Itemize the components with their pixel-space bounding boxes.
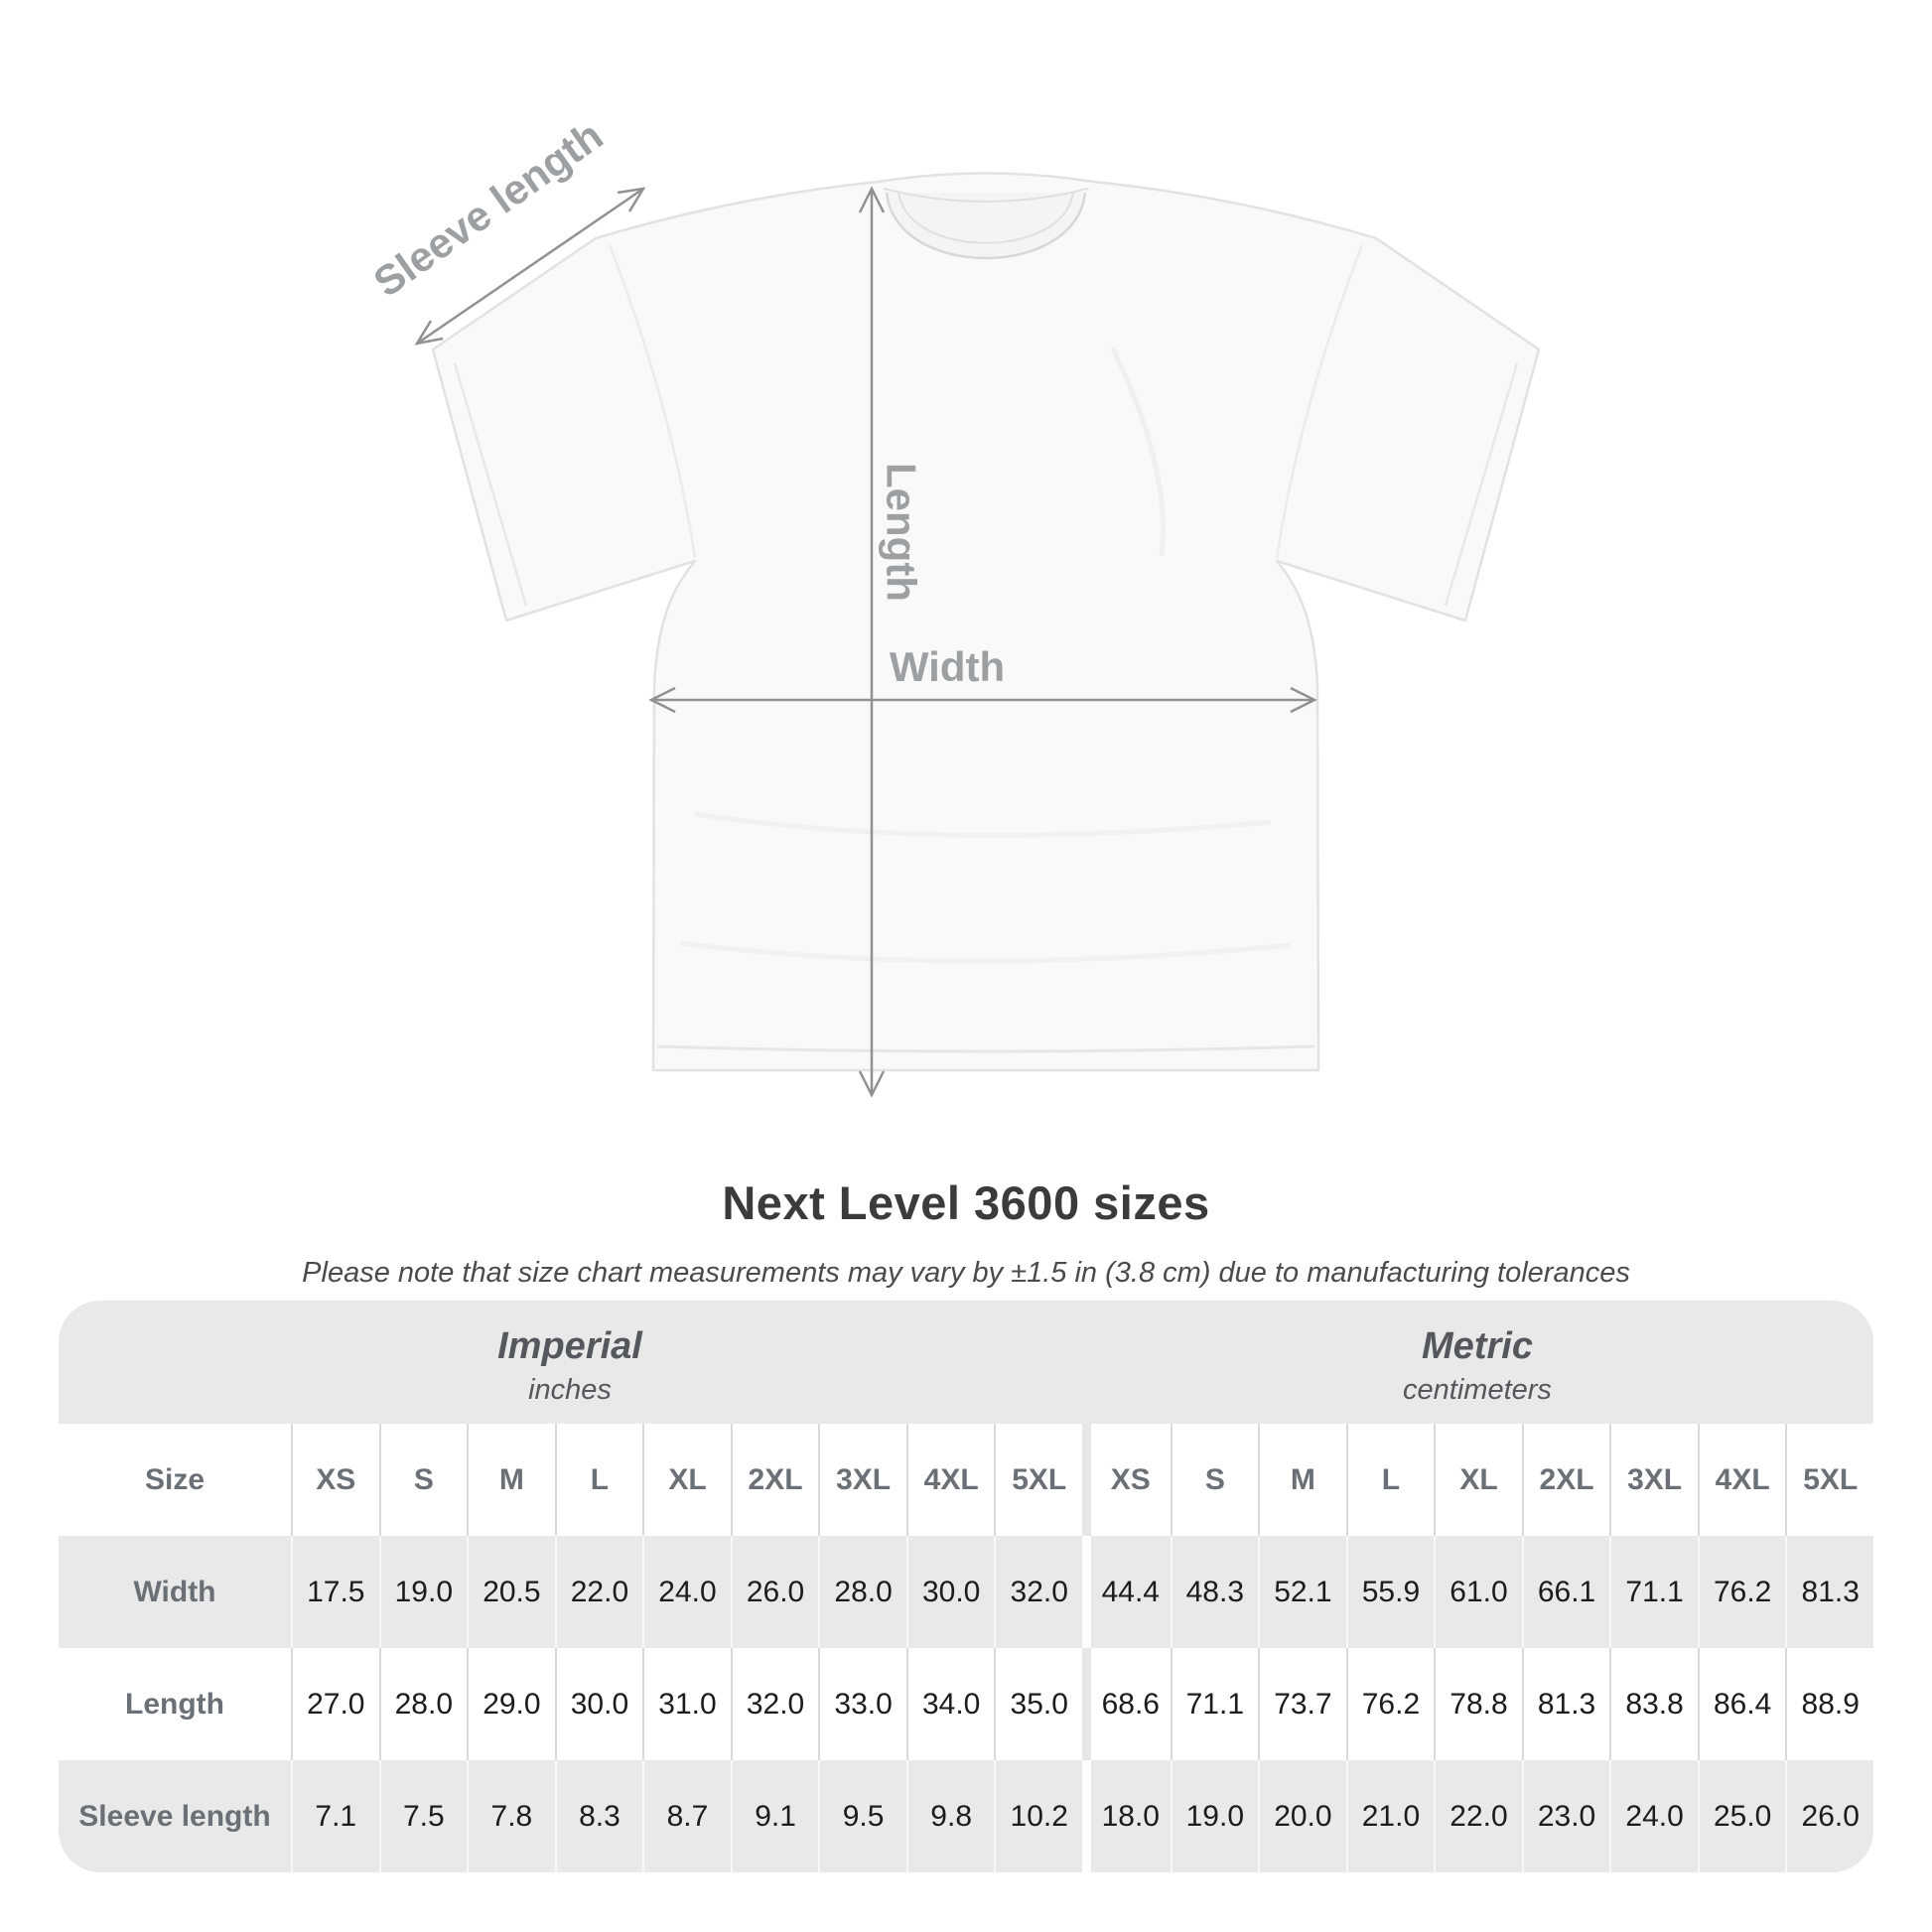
size-header-row: Size XS S M L XL 2XL 3XL 4XL 5XL XS S M … — [59, 1424, 1873, 1536]
size-table: Imperial inches Metric centimeters Size … — [59, 1301, 1873, 1872]
value-cell: 8.7 — [642, 1760, 731, 1872]
value-cell: 66.1 — [1521, 1536, 1610, 1648]
value-cell: 76.2 — [1345, 1648, 1435, 1760]
value-cell: 30.0 — [554, 1648, 643, 1760]
value-cell: 27.0 — [291, 1648, 379, 1760]
value-cell: 24.0 — [642, 1536, 731, 1648]
value-cell: 23.0 — [1521, 1760, 1610, 1872]
row-label: Sleeve length — [78, 1799, 271, 1833]
imperial-group: Imperial inches — [59, 1301, 1081, 1424]
column-header-cell: XL — [642, 1424, 731, 1536]
width-arrow — [648, 686, 1317, 714]
sleeve-length-row: Sleeve length 7.1 7.5 7.8 8.3 8.7 9.1 9.… — [59, 1760, 1873, 1872]
value-cell: 71.1 — [1609, 1536, 1698, 1648]
tshirt-measurement-diagram: Sleeve length Length Width — [365, 111, 1541, 1098]
value-cell: 35.0 — [994, 1648, 1082, 1760]
metric-group-unit: centimeters — [1403, 1374, 1552, 1406]
value-cell: 29.0 — [467, 1648, 555, 1760]
value-cell: 81.3 — [1521, 1648, 1610, 1760]
value-cell: 10.2 — [994, 1760, 1082, 1872]
value-cell: 32.0 — [730, 1648, 819, 1760]
column-header-cell: L — [554, 1424, 643, 1536]
column-header-cell: 3XL — [1609, 1424, 1698, 1536]
value-cell: 76.2 — [1697, 1536, 1786, 1648]
column-header-cell: S — [378, 1424, 468, 1536]
value-cell: 7.1 — [291, 1760, 379, 1872]
value-cell: 83.8 — [1609, 1648, 1698, 1760]
row-label: Width — [133, 1575, 216, 1608]
column-header-cell: 4XL — [1697, 1424, 1786, 1536]
column-header-cell: M — [1258, 1424, 1346, 1536]
value-cell: 86.4 — [1697, 1648, 1786, 1760]
value-cell: 78.8 — [1434, 1648, 1522, 1760]
tolerance-note: Please note that size chart measurements… — [302, 1257, 1630, 1289]
column-header-size: Size — [144, 1462, 206, 1496]
value-cell: 20.5 — [467, 1536, 555, 1648]
column-header-cell: 2XL — [1521, 1424, 1610, 1536]
column-header-cell: 3XL — [818, 1424, 906, 1536]
value-cell: 19.0 — [378, 1536, 468, 1648]
metric-group: Metric centimeters — [1081, 1301, 1873, 1424]
width-row: Width 17.5 19.0 20.5 22.0 24.0 26.0 28.0… — [59, 1536, 1873, 1648]
value-cell: 25.0 — [1697, 1760, 1786, 1872]
column-header-cell: XL — [1434, 1424, 1522, 1536]
value-cell: 30.0 — [905, 1536, 995, 1648]
value-cell: 24.0 — [1609, 1760, 1698, 1872]
column-header-cell: 5XL — [994, 1424, 1082, 1536]
value-cell: 81.3 — [1785, 1536, 1873, 1648]
value-cell: 52.1 — [1258, 1536, 1346, 1648]
imperial-group-label: Imperial — [497, 1325, 642, 1367]
value-cell: 28.0 — [378, 1648, 468, 1760]
column-header-cell: S — [1170, 1424, 1259, 1536]
value-cell: 68.6 — [1082, 1648, 1171, 1760]
value-cell: 21.0 — [1345, 1760, 1435, 1872]
value-cell: 17.5 — [291, 1536, 379, 1648]
column-header-cell: M — [467, 1424, 555, 1536]
value-cell: 22.0 — [1434, 1760, 1522, 1872]
value-cell: 19.0 — [1170, 1760, 1259, 1872]
value-cell: 28.0 — [818, 1536, 906, 1648]
unit-group-header: Imperial inches Metric centimeters — [59, 1301, 1873, 1424]
value-cell: 18.0 — [1082, 1760, 1171, 1872]
column-header-cell: XS — [291, 1424, 379, 1536]
value-cell: 22.0 — [554, 1536, 643, 1648]
sleeve-length-arrow — [414, 187, 646, 345]
value-cell: 31.0 — [642, 1648, 731, 1760]
value-cell: 71.1 — [1170, 1648, 1259, 1760]
value-cell: 61.0 — [1434, 1536, 1522, 1648]
length-label: Length — [879, 463, 925, 602]
column-header-cell: 5XL — [1785, 1424, 1873, 1536]
value-cell: 9.5 — [818, 1760, 906, 1872]
value-cell: 48.3 — [1170, 1536, 1259, 1648]
imperial-group-unit: inches — [528, 1374, 612, 1406]
tshirt-graphic — [431, 172, 1541, 1072]
length-arrow — [858, 186, 886, 1098]
row-label: Length — [125, 1687, 224, 1721]
value-cell: 34.0 — [905, 1648, 995, 1760]
column-header-cell: 4XL — [905, 1424, 995, 1536]
column-header-cell: XS — [1082, 1424, 1171, 1536]
column-header-cell: 2XL — [730, 1424, 819, 1536]
column-header-cell: L — [1345, 1424, 1435, 1536]
metric-group-label: Metric — [1422, 1325, 1533, 1367]
value-cell: 73.7 — [1258, 1648, 1346, 1760]
value-cell: 44.4 — [1082, 1536, 1171, 1648]
value-cell: 9.1 — [730, 1760, 819, 1872]
value-cell: 7.8 — [467, 1760, 555, 1872]
value-cell: 9.8 — [905, 1760, 995, 1872]
value-cell: 26.0 — [1785, 1760, 1873, 1872]
value-cell: 55.9 — [1345, 1536, 1435, 1648]
value-cell: 20.0 — [1258, 1760, 1346, 1872]
value-cell: 7.5 — [378, 1760, 468, 1872]
value-cell: 26.0 — [730, 1536, 819, 1648]
value-cell: 33.0 — [818, 1648, 906, 1760]
length-row: Length 27.0 28.0 29.0 30.0 31.0 32.0 33.… — [59, 1648, 1873, 1760]
width-label: Width — [890, 643, 1005, 690]
value-cell: 32.0 — [994, 1536, 1082, 1648]
page-title: Next Level 3600 sizes — [722, 1176, 1210, 1229]
value-cell: 88.9 — [1785, 1648, 1873, 1760]
value-cell: 8.3 — [554, 1760, 643, 1872]
